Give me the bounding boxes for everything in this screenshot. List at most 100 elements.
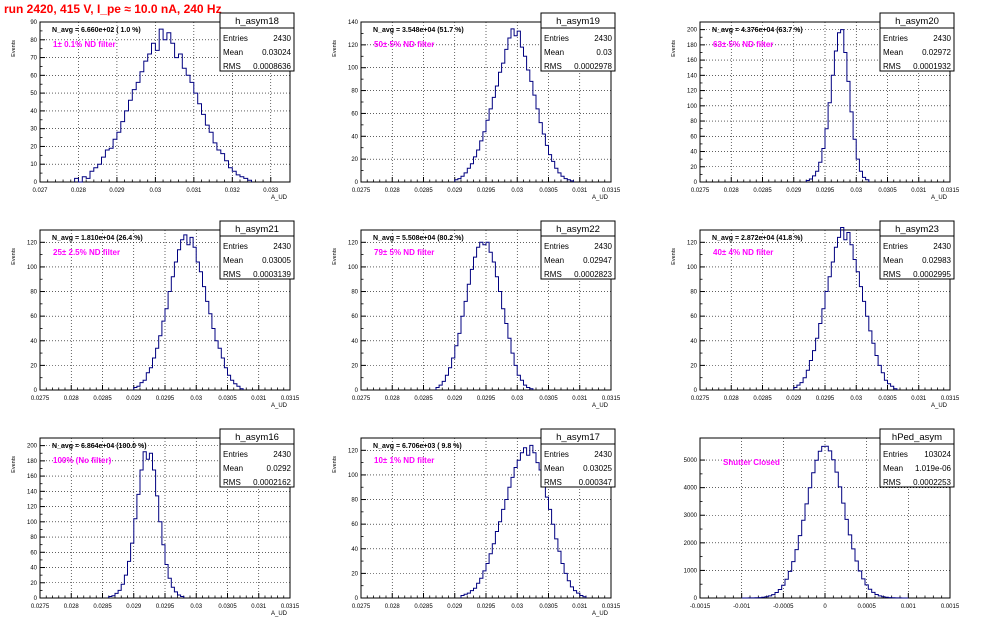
- y-tick-label: 0: [355, 596, 359, 602]
- x-tick-label: 0.03: [190, 396, 202, 402]
- y-axis-label: Events: [11, 40, 17, 57]
- y-tick-label: 80: [30, 38, 37, 44]
- filter-label: 25± 2.5% ND filter: [53, 248, 120, 257]
- x-tick-label: 0.0315: [941, 188, 960, 194]
- x-tick-label: 0.031: [572, 396, 588, 402]
- y-tick-label: 80: [690, 290, 697, 296]
- x-tick-label: 0.029: [786, 188, 802, 194]
- x-axis-label: A_UD: [592, 611, 609, 617]
- stats-value-rms: 0.0001932: [913, 62, 951, 71]
- y-tick-label: 80: [690, 119, 697, 125]
- stats-title: hPed_asym: [892, 432, 942, 443]
- y-tick-label: 80: [30, 535, 37, 541]
- y-tick-label: 0: [34, 388, 38, 394]
- y-tick-label: 50: [30, 91, 37, 97]
- y-tick-label: 40: [351, 134, 358, 140]
- stats-value-mean: 0.02947: [583, 256, 612, 265]
- x-tick-label: 0.028: [71, 188, 87, 194]
- x-tick-label: 0.0275: [352, 188, 371, 194]
- filter-label: 50± 5% ND filter: [374, 40, 434, 49]
- y-tick-label: 60: [690, 314, 697, 320]
- y-tick-label: 5000: [684, 458, 698, 464]
- y-tick-label: 30: [30, 127, 37, 133]
- y-tick-label: 160: [27, 474, 38, 480]
- stats-value-rms: 0.0003139: [253, 270, 291, 279]
- x-tick-label: -0.0015: [690, 604, 711, 610]
- histogram-line: [805, 29, 870, 182]
- y-tick-label: 120: [687, 240, 698, 246]
- x-axis-label: A_UD: [271, 195, 288, 201]
- x-axis-label: A_UD: [931, 403, 948, 409]
- x-tick-label: 0.0305: [539, 396, 558, 402]
- stats-key-mean: Mean: [883, 48, 903, 57]
- y-tick-label: 60: [30, 73, 37, 79]
- y-tick-label: 0: [355, 180, 359, 186]
- x-tick-label: 0.0315: [281, 604, 300, 610]
- x-tick-label: 0.0305: [539, 604, 558, 610]
- x-tick-label: 0.0275: [352, 396, 371, 402]
- x-tick-label: 0.0295: [816, 396, 835, 402]
- x-axis-label: A_UD: [592, 403, 609, 409]
- stats-title: h_asym19: [556, 16, 600, 27]
- stats-key-mean: Mean: [883, 256, 903, 265]
- x-tick-label: 0.03: [190, 604, 202, 610]
- y-tick-label: 2000: [684, 541, 698, 547]
- stats-value-entries: 2430: [933, 34, 951, 43]
- y-tick-label: 20: [30, 144, 37, 150]
- stats-key-mean: Mean: [883, 464, 903, 473]
- x-tick-label: 0.0295: [477, 396, 496, 402]
- x-tick-label: 0: [823, 604, 827, 610]
- navg-label: N_avg = 2.872e+04 (41.8 %): [712, 235, 803, 242]
- y-tick-label: 140: [27, 489, 38, 495]
- stats-key-mean: Mean: [223, 48, 243, 57]
- x-tick-label: 0.027: [32, 188, 48, 194]
- x-tick-label: 0.0285: [753, 188, 772, 194]
- y-tick-label: 70: [30, 56, 37, 62]
- stats-key-mean: Mean: [223, 464, 243, 473]
- stats-value-entries: 2430: [933, 242, 951, 251]
- y-tick-label: 100: [687, 265, 698, 271]
- filter-label: 10± 1% ND filter: [374, 456, 434, 465]
- x-tick-label: 0.0305: [218, 604, 237, 610]
- y-tick-label: 80: [30, 290, 37, 296]
- x-tick-label: 0.0315: [602, 396, 621, 402]
- x-tick-label: 0.0315: [602, 188, 621, 194]
- y-tick-label: 20: [690, 165, 697, 171]
- stats-value-rms: 0.000347: [579, 478, 613, 487]
- x-tick-label: 0.0285: [93, 396, 112, 402]
- stats-value-mean: 1.019e-06: [915, 464, 952, 473]
- y-tick-label: 180: [687, 43, 698, 49]
- stats-box: [219, 12, 295, 72]
- y-tick-label: 40: [30, 566, 37, 572]
- stats-value-mean: 0.0292: [267, 464, 292, 473]
- y-tick-label: 60: [351, 111, 358, 117]
- x-tick-label: 0.029: [447, 604, 463, 610]
- x-tick-label: 0.0285: [414, 188, 433, 194]
- y-tick-label: 40: [30, 339, 37, 345]
- stats-key-rms: RMS: [223, 62, 241, 71]
- plot-frame: [699, 21, 951, 183]
- stats-value-mean: 0.03005: [262, 256, 291, 265]
- x-tick-label: 0.03: [511, 188, 523, 194]
- x-tick-label: 0.029: [447, 396, 463, 402]
- stats-value-entries: 2430: [594, 242, 612, 251]
- x-axis-label: A_UD: [271, 611, 288, 617]
- x-tick-label: 0.0285: [414, 396, 433, 402]
- stats-key-rms: RMS: [544, 62, 562, 71]
- stats-value-entries: 2430: [273, 450, 291, 459]
- y-tick-label: 140: [348, 20, 359, 26]
- y-tick-label: 80: [351, 89, 358, 95]
- filter-label: 100% (No filter): [53, 456, 112, 465]
- y-tick-label: 0: [355, 388, 359, 394]
- x-tick-label: -0.001: [733, 604, 751, 610]
- stats-title: h_asym23: [895, 224, 939, 235]
- x-tick-label: 0.0315: [941, 396, 960, 402]
- y-tick-label: 20: [351, 157, 358, 163]
- stats-key-mean: Mean: [223, 256, 243, 265]
- stats-value-rms: 0.0008636: [253, 62, 291, 71]
- x-axis-label: A_UD: [931, 195, 948, 201]
- histogram-line: [435, 241, 534, 390]
- stats-box: [540, 428, 616, 488]
- run-title: run 2420, 415 V, I_pe ≈ 10.0 nA, 240 Hz: [4, 2, 222, 16]
- x-tick-label: 0.0275: [352, 604, 371, 610]
